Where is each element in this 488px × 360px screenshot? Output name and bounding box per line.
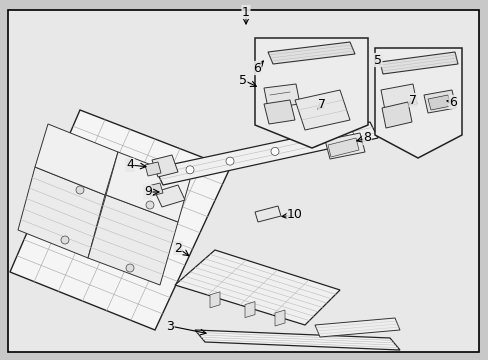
- Polygon shape: [175, 250, 339, 325]
- Circle shape: [126, 264, 134, 272]
- Polygon shape: [374, 48, 461, 158]
- Polygon shape: [380, 84, 416, 110]
- Circle shape: [346, 131, 353, 139]
- Text: 2: 2: [174, 242, 182, 255]
- Polygon shape: [427, 95, 450, 110]
- Polygon shape: [254, 38, 367, 148]
- Polygon shape: [264, 84, 299, 108]
- Circle shape: [76, 186, 84, 194]
- Text: 10: 10: [286, 208, 303, 221]
- Polygon shape: [35, 124, 118, 195]
- Circle shape: [61, 236, 69, 244]
- Polygon shape: [294, 90, 349, 130]
- Polygon shape: [381, 102, 411, 128]
- Text: 3: 3: [166, 320, 174, 333]
- Polygon shape: [379, 52, 457, 74]
- Polygon shape: [244, 302, 254, 318]
- Polygon shape: [148, 183, 163, 196]
- Polygon shape: [88, 195, 178, 285]
- Text: 7: 7: [317, 99, 325, 112]
- Polygon shape: [267, 42, 354, 64]
- Polygon shape: [10, 110, 229, 330]
- Polygon shape: [254, 206, 281, 222]
- Polygon shape: [264, 100, 294, 124]
- Circle shape: [185, 166, 194, 174]
- Text: 9: 9: [144, 185, 152, 198]
- Polygon shape: [423, 90, 455, 113]
- Text: 5: 5: [373, 54, 381, 67]
- Polygon shape: [327, 138, 358, 157]
- Polygon shape: [145, 162, 161, 176]
- Circle shape: [225, 157, 234, 165]
- Polygon shape: [106, 152, 190, 222]
- Polygon shape: [325, 133, 364, 159]
- Polygon shape: [314, 318, 399, 337]
- Polygon shape: [195, 330, 399, 350]
- Text: 1: 1: [242, 5, 249, 18]
- Circle shape: [310, 139, 318, 147]
- Text: 8: 8: [362, 131, 370, 144]
- Text: 4: 4: [126, 158, 134, 171]
- Text: 5: 5: [239, 73, 246, 86]
- Polygon shape: [155, 122, 377, 185]
- Text: 6: 6: [253, 62, 261, 75]
- Polygon shape: [155, 185, 184, 207]
- Circle shape: [270, 148, 279, 156]
- Polygon shape: [209, 292, 220, 308]
- Polygon shape: [274, 310, 285, 326]
- Circle shape: [146, 201, 154, 209]
- Polygon shape: [152, 155, 178, 177]
- Polygon shape: [18, 167, 105, 258]
- Text: 6: 6: [448, 95, 456, 108]
- Text: 7: 7: [408, 94, 416, 107]
